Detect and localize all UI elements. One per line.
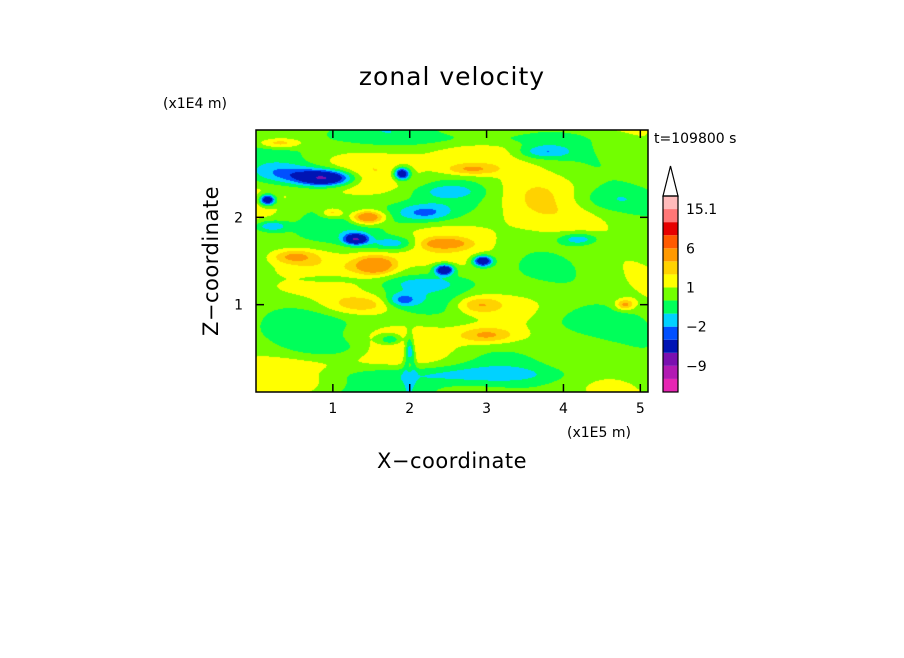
colorbar-segment (663, 261, 678, 275)
colorbar-ticks: 15.1 6 1 −2 −9 (686, 202, 717, 375)
timestamp-label: t=109800 s (654, 131, 736, 147)
plot-area (255, 129, 649, 393)
colorbar-segment (663, 222, 678, 236)
y-tick-label: 2 (234, 210, 243, 226)
colorbar-segment (663, 235, 678, 249)
x-tick-label: 1 (328, 401, 337, 417)
colorbar-segment (663, 196, 678, 210)
colorbar-tick-label: 15.1 (686, 202, 717, 218)
y-axis: 12 (234, 210, 648, 314)
colorbar-tick-label: −2 (686, 320, 707, 336)
colorbar-segment (663, 326, 678, 340)
chart-title: zonal velocity (359, 62, 545, 91)
x-tick-label: 3 (482, 401, 491, 417)
colorbar-segment (663, 378, 678, 392)
x-tick-label: 2 (405, 401, 414, 417)
x-axis: 1 2 3 4 5 (328, 130, 645, 417)
colorbar-extend-arrow (662, 165, 679, 197)
colorbar-segment (663, 339, 678, 353)
x-axis-title: X−coordinate (377, 449, 527, 473)
colorbar-tick-label: 1 (686, 280, 695, 296)
colorbar-tick-label: −9 (686, 359, 707, 375)
x-axis-unit: (x1E5 m) (567, 425, 631, 441)
y-axis-title: Z−coordinate (199, 186, 223, 336)
colorbar-tick-label: 6 (686, 241, 695, 257)
colorbar-segment (663, 313, 678, 327)
colorbar (662, 165, 679, 393)
colorbar-segment (663, 287, 678, 301)
colorbar-segment (663, 274, 678, 288)
colorbar-frame (662, 195, 679, 393)
colorbar-segment (663, 365, 678, 379)
colorbar-segment (663, 352, 678, 366)
x-tick-label: 5 (636, 401, 645, 417)
y-tick-label: 1 (234, 298, 243, 314)
y-axis-unit: (x1E4 m) (163, 96, 227, 112)
colorbar-segment (663, 209, 678, 223)
plot-frame (255, 129, 649, 393)
zonal-velocity-field (256, 130, 648, 392)
colorbar-segment (663, 248, 678, 262)
colorbar-segment (663, 300, 678, 314)
x-tick-label: 4 (559, 401, 568, 417)
